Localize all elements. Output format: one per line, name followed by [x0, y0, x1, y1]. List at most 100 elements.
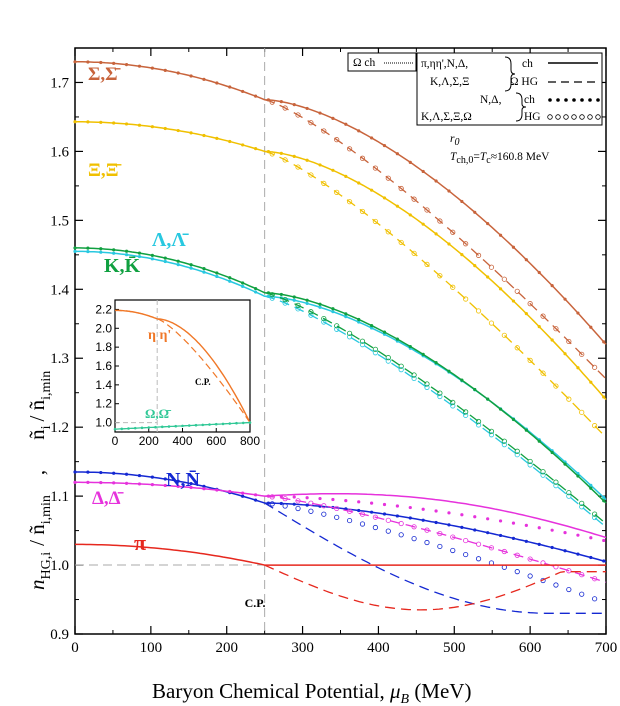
- ch-point: [498, 287, 503, 291]
- hg-point: [308, 312, 314, 318]
- hg-point: [475, 308, 482, 314]
- hg-point: [385, 358, 391, 364]
- ch-point: [266, 294, 271, 298]
- y-tick-label: 1.2: [50, 420, 69, 436]
- hg-point: [450, 399, 456, 406]
- ch-point: [447, 189, 451, 193]
- hg-point: [308, 120, 314, 126]
- inset-x-tick-label: 800: [240, 434, 260, 448]
- y-tick-label: 0.9: [50, 627, 69, 643]
- ch-point: [602, 559, 606, 563]
- ch-point: [189, 131, 193, 135]
- series-label: N,N̄: [166, 469, 200, 491]
- ch-point: [460, 199, 464, 204]
- ch-point: [150, 483, 154, 487]
- ch-point: [241, 89, 245, 94]
- ch-point: [486, 397, 490, 401]
- ch-point: [292, 154, 296, 158]
- legend-dot: [564, 98, 568, 102]
- ch-point: [563, 297, 567, 301]
- ch-point: [228, 489, 232, 494]
- ch-point: [357, 129, 361, 133]
- ch-point: [331, 116, 335, 120]
- x-tick-label: 700: [595, 640, 618, 656]
- hg-point: [592, 511, 598, 517]
- hg-point: [488, 432, 495, 438]
- ch-point: [73, 470, 77, 474]
- ch-point: [228, 279, 232, 283]
- ch-point: [524, 312, 528, 316]
- hg-point: [347, 330, 353, 336]
- hg-point: [334, 137, 340, 143]
- ch-point: [344, 499, 348, 503]
- hg-point: [321, 180, 327, 187]
- ch-point: [176, 479, 180, 483]
- ch-point: [460, 525, 464, 529]
- hg-point: [347, 146, 353, 152]
- ch-point: [473, 515, 477, 519]
- hg-point: [359, 208, 366, 215]
- ch-point: [563, 462, 567, 466]
- ch-point: [73, 120, 77, 124]
- ch-point: [382, 143, 387, 148]
- ch-point: [537, 542, 541, 546]
- hg-point: [488, 545, 495, 551]
- ch-point: [112, 251, 116, 255]
- ch-point: [163, 68, 167, 72]
- hg-point: [347, 508, 353, 514]
- hg-point: [437, 390, 443, 396]
- hg-point: [527, 573, 533, 579]
- hg-point: [475, 541, 482, 547]
- hg-point: [592, 364, 598, 370]
- hg-point: [592, 514, 598, 521]
- ch-point: [395, 504, 399, 508]
- hg-point: [411, 196, 417, 202]
- ch-point: [408, 344, 412, 349]
- ch-point: [602, 495, 606, 499]
- ch-point: [498, 407, 503, 411]
- ch-point: [292, 298, 296, 302]
- hg-point: [540, 469, 546, 475]
- ch-point: [253, 290, 258, 294]
- ch-point: [266, 98, 271, 102]
- ch-point: [511, 417, 516, 422]
- hg-point: [424, 384, 430, 390]
- ch-point: [99, 60, 103, 65]
- hg-point: [566, 338, 572, 345]
- x-tick-label: 500: [443, 640, 466, 656]
- x-tick-label: 200: [215, 640, 238, 656]
- hg-point: [372, 346, 378, 352]
- ch-point: [266, 291, 271, 295]
- hg-point: [579, 504, 585, 510]
- ch-point: [395, 152, 399, 156]
- ch-point: [344, 312, 348, 316]
- ch-point: [266, 149, 271, 154]
- ch-point: [176, 263, 180, 267]
- legend: Ω ch π,ηη',N,Δ, ch K,Λ,Σ,Ξ Ω HG N,Δ, ch K,Λ,Σ,Ξ…: [347, 52, 603, 126]
- hg-point: [553, 326, 559, 332]
- ch-point: [176, 259, 180, 263]
- ch-point: [550, 545, 554, 550]
- hg-point: [514, 288, 520, 294]
- ch-point: [357, 508, 361, 513]
- ch-point: [305, 496, 309, 500]
- hg-point: [592, 423, 598, 429]
- hg-point: [398, 520, 404, 527]
- ch-point: [305, 158, 309, 162]
- ch-point: [589, 555, 593, 560]
- inset-x-tick-label: 400: [172, 434, 192, 448]
- ch-point: [305, 298, 309, 302]
- ch-point: [150, 257, 154, 261]
- ch-point: [498, 533, 503, 538]
- hg-point: [540, 472, 546, 478]
- hg-point: [308, 172, 314, 178]
- inset-y-tick-label: 1.4: [95, 378, 112, 392]
- inset-y-tick-label: 1.8: [95, 340, 112, 354]
- ch-point: [86, 120, 90, 124]
- x-tick-label: 300: [291, 640, 314, 656]
- hg-point: [308, 500, 314, 506]
- hg-point: [372, 165, 378, 171]
- ch-point: [408, 160, 412, 164]
- ch-point: [124, 472, 129, 476]
- inset-frame: [114, 299, 251, 433]
